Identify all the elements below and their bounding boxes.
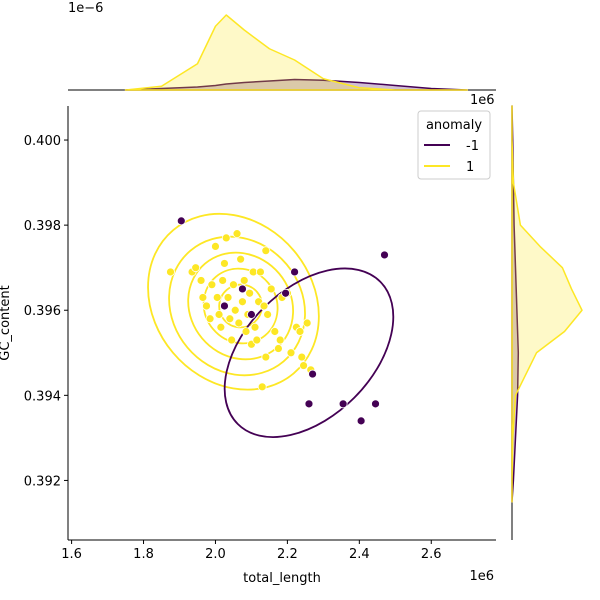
scatter-point-1 [227,335,237,345]
y-axis-title: GC_content [0,285,13,360]
y-tick-label: 0.392 [24,474,61,489]
marginal-x-density-1 [124,14,468,91]
scatter-point-1 [274,344,283,353]
scatter-point-1 [250,322,260,332]
scatter-points [166,216,389,426]
scatter-point-1 [221,233,231,243]
main-plot: 1.6 1.8 2.0 2.2 2.4 2.6 0.3920.3940.3960.3980… [0,106,496,586]
x-axis-title: total_length [243,571,321,586]
scatter-point-1 [252,335,262,345]
scatter-point-1 [220,259,229,268]
marginal-x-panel: 1e−6 [68,1,496,91]
legend-label-anomaly-neg1: -1 [466,139,479,154]
scatter-point-1 [263,310,273,319]
contour-level-1 [168,235,306,377]
scatter-point-1 [234,318,244,328]
x-tick-label: 2.2 [277,547,298,562]
scatter-point-1 [266,284,276,294]
marginal-x-density-curves [124,14,468,91]
marginal-y-offset-label: 1e6 [470,93,495,108]
y-tick-label: 0.394 [24,389,61,404]
scatter-point-neg1 [290,267,299,277]
marginal-x-offset-label: 1e−6 [68,1,103,16]
marginal-y-density-1 [511,105,583,503]
scatter-point-1 [275,335,285,345]
x-tick-label: 2.4 [349,547,370,562]
x-tick-label: 2.6 [421,547,442,562]
scatter-point-1 [286,348,296,358]
scatter-point-1 [191,263,201,273]
scatter-point-neg1 [308,369,317,379]
scatter-point-1 [198,293,208,302]
scatter-point-neg1 [338,399,348,409]
x-offset-label: 1e6 [469,569,494,584]
legend-title: anomaly [426,118,482,133]
legend-label-anomaly-1: 1 [466,160,474,175]
scatter-point-neg1 [247,310,256,319]
scatter-point-1 [295,327,305,336]
scatter-point-neg1 [281,288,290,298]
marginal-x-density-neg1 [124,78,468,91]
contour-level-1 [187,251,294,361]
scatter-point-neg1 [380,250,389,260]
scatter-point-1 [257,382,267,392]
y-tick-label: 0.396 [24,304,61,319]
scatter-point-neg1 [371,399,380,409]
scatter-point-1 [196,276,206,285]
scatter-point-1 [212,293,222,302]
scatter-point-1 [216,322,226,332]
scatter-point-1 [205,314,215,324]
x-ticks: 1.6 1.8 2.0 2.2 2.4 2.6 [61,540,442,562]
kde-contours [147,212,395,438]
scatter-point-1 [211,242,220,251]
scatter-point-1 [302,318,312,328]
scatter-point-1 [299,361,308,370]
scatter-point-1 [241,327,251,336]
contour-level-neg1 [223,267,395,438]
scatter-point-1 [223,293,233,302]
scatter-point-1 [245,288,255,298]
scatter-point-1 [207,280,217,290]
scatter-point-1 [214,310,224,319]
scatter-point-1 [297,352,307,362]
scatter-point-neg1 [304,399,314,409]
scatter-point-neg1 [176,216,186,226]
y-ticks: 0.392 0.394 0.396 0.398 0.400 [24,134,68,489]
legend-frame [417,110,491,180]
y-tick-label: 0.398 [24,219,61,234]
x-tick-label: 2.0 [205,547,226,562]
scatter-point-1 [256,267,265,277]
scatter-point-1 [225,314,235,324]
scatter-point-1 [261,246,271,256]
scatter-point-neg1 [238,284,247,294]
scatter-point-1 [229,280,238,290]
scatter-point-1 [270,327,280,336]
contour-level-1 [147,212,320,391]
contour-level-1 [202,267,279,345]
legend: anomaly -1 1 [417,110,491,180]
scatter-point-1 [218,276,228,285]
x-tick-label: 1.6 [61,547,82,562]
scatter-point-1 [259,301,269,311]
scatter-point-1 [239,276,249,285]
y-tick-label: 0.400 [24,134,61,149]
scatter-point-neg1 [356,416,366,426]
scatter-point-1 [238,297,247,307]
marginal-y-density-curves [511,105,583,503]
scatter-point-1 [166,267,175,277]
scatter-point-1 [236,254,246,264]
scatter-point-1 [232,229,242,239]
scatter-point-1 [230,305,240,315]
marginal-y-panel: 1e6 [470,93,583,540]
x-tick-label: 1.8 [133,547,154,562]
scatter-point-1 [261,352,271,362]
scatter-point-1 [202,301,211,311]
contour-level-1 [218,283,263,329]
scatter-point-neg1 [220,301,229,311]
